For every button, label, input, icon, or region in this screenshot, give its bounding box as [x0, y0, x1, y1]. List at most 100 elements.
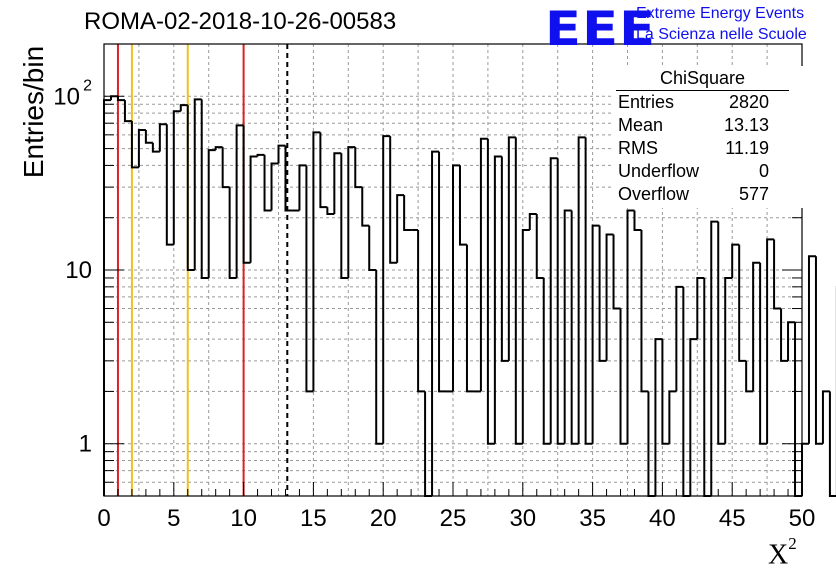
- histogram-bin: [200, 99, 209, 279]
- histogram-bin: [710, 220, 719, 496]
- x-tick-label: 30: [509, 505, 536, 532]
- histogram-bin: [668, 390, 677, 444]
- stats-row: Overflow 577: [612, 183, 807, 206]
- stats-value: 577: [738, 184, 769, 204]
- x-tick-label: 20: [370, 505, 397, 532]
- histogram-bin: [828, 391, 836, 497]
- histogram-bin: [661, 339, 670, 445]
- histogram-bin: [361, 187, 370, 227]
- histogram-bin: [807, 255, 816, 444]
- x-axis-label-base: X: [768, 539, 789, 571]
- stats-row: Mean 13.13: [612, 114, 807, 137]
- stats-label: Mean: [618, 115, 664, 135]
- x-tick-label: 35: [579, 505, 606, 532]
- y-axis-label: Entries/bin: [18, 45, 49, 179]
- histogram-bin: [500, 156, 509, 362]
- histogram-bin: [368, 225, 377, 271]
- histogram-bin: [389, 136, 398, 264]
- histogram-bin: [221, 147, 230, 189]
- histogram-bin: [305, 165, 314, 393]
- stats-row: Entries 2820: [612, 91, 807, 114]
- logo-line-1: Extreme Energy Events: [636, 5, 805, 22]
- stats-label: Overflow: [618, 184, 690, 204]
- histogram-bin: [577, 136, 586, 444]
- histogram-bin: [319, 132, 328, 209]
- histogram-bin: [814, 256, 823, 445]
- histogram-bin: [130, 121, 139, 169]
- histogram-bin: [109, 95, 118, 101]
- histogram-bin: [633, 210, 642, 231]
- histogram-bin: [675, 285, 684, 392]
- histogram-bin: [591, 224, 600, 444]
- histogram-bin: [493, 155, 502, 444]
- histogram-bin: [605, 233, 614, 361]
- x-tick-label: 10: [230, 505, 257, 532]
- histogram-bin: [270, 162, 279, 211]
- histogram-bin: [417, 229, 426, 393]
- histogram-bin: [773, 239, 782, 310]
- histogram-bin: [821, 390, 830, 444]
- histogram-bin: [745, 360, 754, 393]
- x-axis-label: X2: [768, 534, 797, 571]
- histogram-bin: [556, 158, 565, 445]
- y-tick-label: 1: [79, 431, 92, 458]
- histogram-bin: [584, 137, 593, 445]
- histogram-bin: [598, 225, 607, 362]
- histogram-bin: [654, 338, 663, 496]
- stats-value: 2820: [728, 92, 769, 112]
- histogram-bin: [214, 146, 223, 151]
- histogram-bin: [151, 142, 160, 153]
- histogram-bin: [752, 261, 761, 392]
- stats-title: ChiSquare: [616, 66, 789, 91]
- histogram-bin: [528, 213, 537, 230]
- histogram-bin: [766, 238, 775, 444]
- stats-value: 11.19: [725, 138, 769, 158]
- histogram-bin: [724, 276, 733, 444]
- histogram-bin: [619, 308, 628, 445]
- histogram-bin: [465, 244, 474, 393]
- histogram-bin: [242, 125, 251, 264]
- stats-value: 0: [758, 161, 769, 181]
- histogram-bin: [277, 144, 286, 164]
- histogram-bin: [137, 128, 146, 168]
- x-tick-label: 0: [97, 505, 110, 532]
- x-axis-label-superscript: 2: [788, 534, 797, 553]
- histogram-bin: [116, 96, 125, 102]
- histogram-bin: [794, 322, 802, 497]
- histogram-bin: [549, 157, 558, 444]
- histogram-bin: [179, 104, 188, 112]
- histogram-bin: [123, 100, 132, 123]
- histogram-bin: [263, 154, 272, 212]
- histogram-bin: [375, 270, 384, 445]
- histogram-bin: [731, 243, 740, 278]
- histogram-bin: [787, 321, 796, 361]
- histogram-bin: [354, 147, 363, 189]
- eee-logo: EEE: [545, 2, 657, 57]
- histogram-bin: [207, 149, 216, 278]
- histogram-bin: [780, 308, 789, 362]
- histogram-bin: [158, 123, 167, 152]
- histogram-bin: [521, 228, 530, 444]
- histogram-bin: [347, 146, 356, 278]
- histogram-bin: [382, 135, 391, 444]
- histogram-bin: [284, 145, 293, 212]
- histogram-bin: [249, 155, 258, 263]
- histogram-bin: [144, 129, 153, 144]
- y-tick-label: 10: [53, 83, 80, 110]
- histogram-bin: [431, 150, 440, 496]
- stats-value: 13.13: [723, 115, 769, 135]
- stats-row: RMS 11.19: [612, 137, 807, 160]
- histogram-bin: [438, 151, 447, 393]
- histogram-bin: [507, 136, 516, 361]
- histogram-bin: [333, 152, 342, 215]
- histogram-bin: [326, 207, 335, 216]
- x-tick-label: 15: [300, 505, 327, 532]
- histogram-bin: [535, 214, 544, 279]
- logo-text: Extreme Energy Events La Scienza nelle S…: [636, 3, 807, 45]
- histogram-bin: [626, 209, 635, 444]
- histogram-bin: [103, 99, 111, 496]
- histogram-bin: [228, 187, 237, 279]
- stats-box: ChiSquare Entries 2820 Mean 13.13 RMS 11.19…: [612, 66, 807, 208]
- histogram-bin: [312, 131, 321, 392]
